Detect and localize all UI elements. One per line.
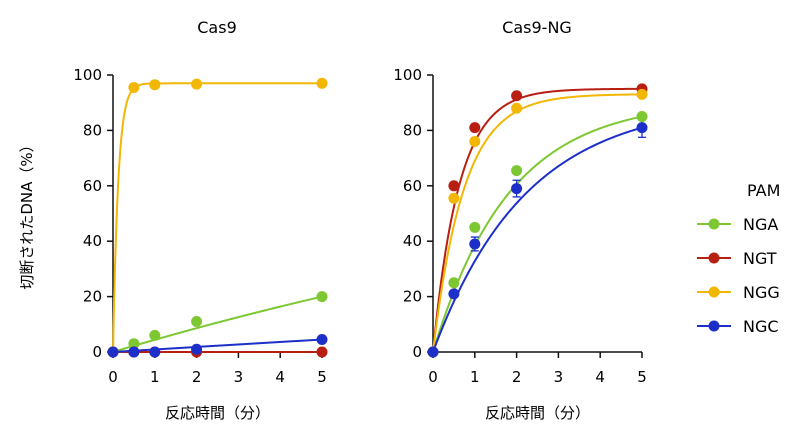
y-tick-label-cas9-ng: 0	[412, 343, 422, 361]
legend: PAM NGA NGT NGG NGC	[697, 181, 780, 336]
series-line-ngg-cas9-ng	[432, 93, 643, 353]
x-tick-label-cas9: 5	[317, 368, 327, 386]
legend-title: PAM	[747, 181, 780, 200]
data-point-ngt-cas9-ng	[469, 122, 481, 134]
y-tick-label-cas9-ng: 80	[403, 121, 422, 139]
data-point-ngg-cas9	[316, 77, 328, 89]
data-point-ngc-cas9-ng	[448, 288, 460, 300]
series-line-ngc-cas9	[112, 338, 323, 353]
x-tick-label-cas9-ng: 1	[470, 368, 480, 386]
x-axis-label-cas9-ng: 反応時間（分）	[485, 404, 590, 422]
series-line-nga-cas9	[112, 295, 323, 353]
data-point-nga-cas9-ng	[469, 221, 481, 233]
legend-label-ngt: NGT	[743, 249, 777, 268]
data-point-ngg-cas9	[149, 79, 161, 91]
data-point-ngc-cas9-ng	[511, 183, 523, 195]
y-tick-label-cas9-ng: 20	[403, 288, 422, 306]
legend-label-ngc: NGC	[743, 317, 779, 336]
data-point-ngt-cas9-ng	[511, 90, 523, 102]
x-tick-label-cas9: 1	[150, 368, 160, 386]
panel-cas9-ng: Cas9-NG 反応時間（分） 0 20 40 60 80 100 0 1 2 3 4 5	[393, 18, 648, 422]
y-tick-label-cas9: 20	[83, 288, 102, 306]
data-point-ngg-cas9	[128, 81, 140, 93]
data-point-ngc-cas9-ng	[636, 122, 648, 134]
x-tick-label-cas9-ng: 2	[512, 368, 522, 386]
x-tick-label-cas9: 0	[108, 368, 118, 386]
series-line-ngt-cas9-ng	[432, 87, 642, 353]
data-point-ngg-cas9-ng	[448, 192, 460, 204]
legend-label-ngg: NGG	[743, 283, 780, 302]
y-tick-label-cas9: 60	[83, 177, 102, 195]
x-tick-label-cas9-ng: 3	[554, 368, 564, 386]
data-point-ngg-cas9-ng	[511, 102, 523, 114]
x-tick-label-cas9: 4	[275, 368, 285, 386]
data-point-ngc-cas9	[191, 343, 203, 355]
y-tick-label-cas9-ng: 40	[403, 232, 422, 250]
data-point-nga-cas9	[191, 316, 203, 328]
x-tick-label-cas9-ng: 5	[637, 368, 647, 386]
panel-title-cas9: Cas9	[197, 18, 237, 37]
series-line-nga-cas9-ng	[432, 115, 643, 353]
data-point-ngc-cas9	[128, 346, 140, 358]
data-point-ngc-cas9-ng	[469, 238, 481, 250]
data-point-ngc-cas9	[149, 346, 161, 358]
x-tick-label-cas9: 3	[234, 368, 244, 386]
y-tick-label-cas9: 0	[92, 343, 102, 361]
data-point-nga-cas9-ng	[636, 111, 648, 123]
data-point-ngc-cas9-ng	[427, 346, 439, 358]
data-point-ngt-cas9	[316, 346, 328, 358]
legend-marker-nga	[708, 218, 720, 230]
data-point-nga-cas9	[316, 291, 328, 303]
legend-marker-ngt	[708, 252, 720, 264]
panel-cas9: Cas9 反応時間（分） 切断されたDNA（%） 0 20 40 60 80 100 0 1 2…	[18, 18, 328, 422]
legend-label-nga: NGA	[743, 215, 778, 234]
x-tick-label-cas9-ng: 4	[595, 368, 605, 386]
legend-marker-ngc	[708, 320, 720, 332]
x-tick-label-cas9: 2	[192, 368, 202, 386]
series-line-ngc-cas9-ng	[432, 126, 643, 353]
series-line-ngg-cas9	[112, 82, 322, 353]
legend-marker-ngg	[708, 286, 720, 298]
y-tick-label-cas9-ng: 60	[403, 177, 422, 195]
x-axis-label-cas9: 反応時間（分）	[165, 404, 270, 422]
data-point-ngg-cas9	[191, 78, 203, 90]
y-tick-label-cas9: 100	[73, 66, 102, 84]
x-tick-label-cas9-ng: 0	[428, 368, 438, 386]
data-point-nga-cas9	[149, 329, 161, 341]
data-point-nga-cas9-ng	[511, 165, 523, 177]
data-point-ngg-cas9-ng	[636, 88, 648, 100]
y-tick-label-cas9-ng: 100	[393, 66, 422, 84]
data-point-ngc-cas9	[107, 346, 119, 358]
data-point-nga-cas9	[128, 338, 140, 350]
y-tick-label-cas9: 40	[83, 232, 102, 250]
y-axis-label: 切断されたDNA（%）	[18, 137, 36, 289]
data-point-ngc-cas9	[316, 334, 328, 346]
data-point-nga-cas9-ng	[448, 277, 460, 289]
data-point-ngt-cas9-ng	[448, 180, 460, 192]
panel-title-cas9-ng: Cas9-NG	[502, 18, 572, 37]
data-point-ngg-cas9-ng	[469, 135, 481, 147]
y-tick-label-cas9: 80	[83, 121, 102, 139]
